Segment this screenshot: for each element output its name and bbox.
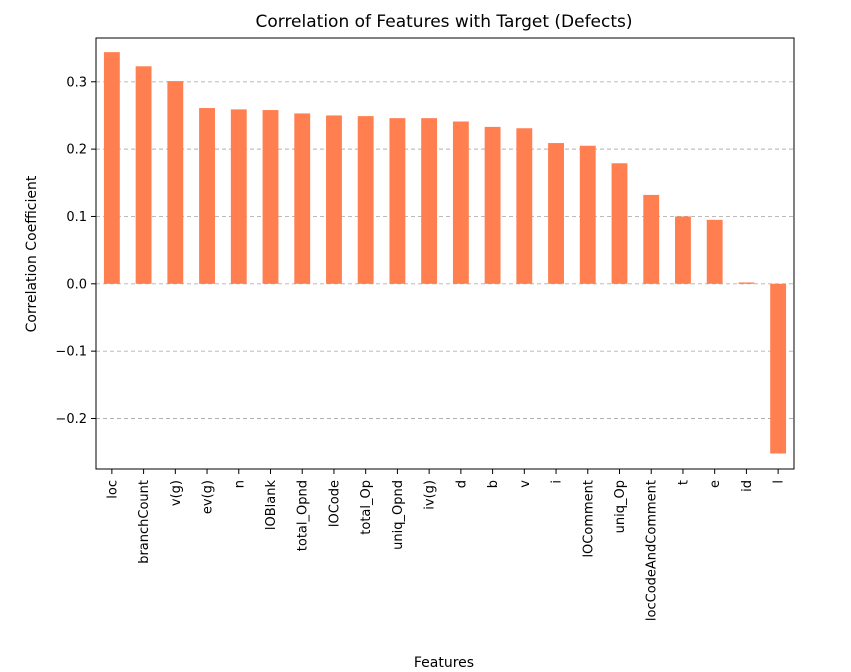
- x-tick-label: d: [454, 480, 469, 488]
- x-tick-label: v: [518, 480, 533, 488]
- bar-total_Op: [357, 116, 374, 284]
- x-tick-label: lOCode: [327, 480, 342, 527]
- x-axis-ticks: loc branchCount v(g) ev(g) n lOBlank total_Opn…: [105, 469, 787, 621]
- bar-b: [484, 126, 501, 284]
- x-tick-label: ev(g): [201, 480, 216, 514]
- x-axis-label: Features: [414, 655, 474, 671]
- bar-branchCount: [135, 66, 152, 284]
- bar-loc: [103, 52, 120, 284]
- x-tick-label: b: [486, 480, 501, 488]
- y-tick-label: 0.1: [66, 210, 87, 225]
- bar-iv(g): [421, 118, 438, 284]
- x-tick-label: uniq_Op: [613, 480, 628, 533]
- bar-locCodeAndComment: [643, 194, 660, 284]
- bar-v(g): [167, 81, 184, 284]
- bar-v: [516, 128, 533, 284]
- x-tick-label: locCodeAndComment: [645, 480, 660, 621]
- y-tick-label: −0.2: [55, 412, 87, 427]
- y-tick-label: 0.2: [66, 143, 87, 158]
- bar-lOComment: [579, 145, 596, 284]
- x-tick-label: lOComment: [581, 480, 596, 558]
- bar-id: [738, 282, 755, 284]
- y-tick-label: −0.1: [55, 345, 87, 360]
- x-tick-label: total_Op: [359, 480, 374, 535]
- bar-i: [548, 143, 564, 284]
- bar-ev(g): [199, 108, 215, 284]
- x-tick-label: v(g): [169, 480, 184, 506]
- y-axis-ticks: −0.2 −0.1 0.0 0.1 0.2 0.3: [55, 75, 96, 427]
- x-tick-label: total_Opnd: [296, 480, 311, 551]
- bar-n: [230, 109, 247, 284]
- plot-frame: [95, 37, 795, 470]
- bar-t: [675, 216, 691, 284]
- bar-total_Opnd: [294, 113, 311, 284]
- x-tick-label: t: [676, 480, 691, 485]
- y-tick-label: 0.3: [66, 75, 87, 90]
- x-tick-label: n: [232, 480, 247, 488]
- bar-e: [706, 219, 723, 284]
- x-tick-label: lOBlank: [264, 480, 279, 531]
- x-tick-label: iv(g): [423, 480, 438, 510]
- bar-l: [770, 283, 787, 454]
- bars: [103, 52, 787, 454]
- bar-lOCode: [326, 115, 342, 284]
- bar-uniq_Op: [611, 163, 628, 284]
- bar-lOBlank: [262, 110, 279, 284]
- chart-title: Correlation of Features with Target (Def…: [255, 12, 632, 32]
- bar-uniq_Opnd: [389, 118, 406, 284]
- x-tick-label: branchCount: [137, 480, 152, 564]
- y-axis-label: Correlation Coefficient: [24, 175, 40, 332]
- x-tick-label: loc: [105, 480, 120, 499]
- bar-d: [452, 121, 469, 284]
- x-tick-label: id: [740, 480, 755, 492]
- x-tick-label: uniq_Opnd: [391, 480, 406, 550]
- x-tick-label: l: [772, 480, 787, 484]
- x-tick-label: e: [708, 480, 723, 488]
- x-tick-label: i: [550, 480, 565, 484]
- y-tick-label: 0.0: [66, 277, 87, 292]
